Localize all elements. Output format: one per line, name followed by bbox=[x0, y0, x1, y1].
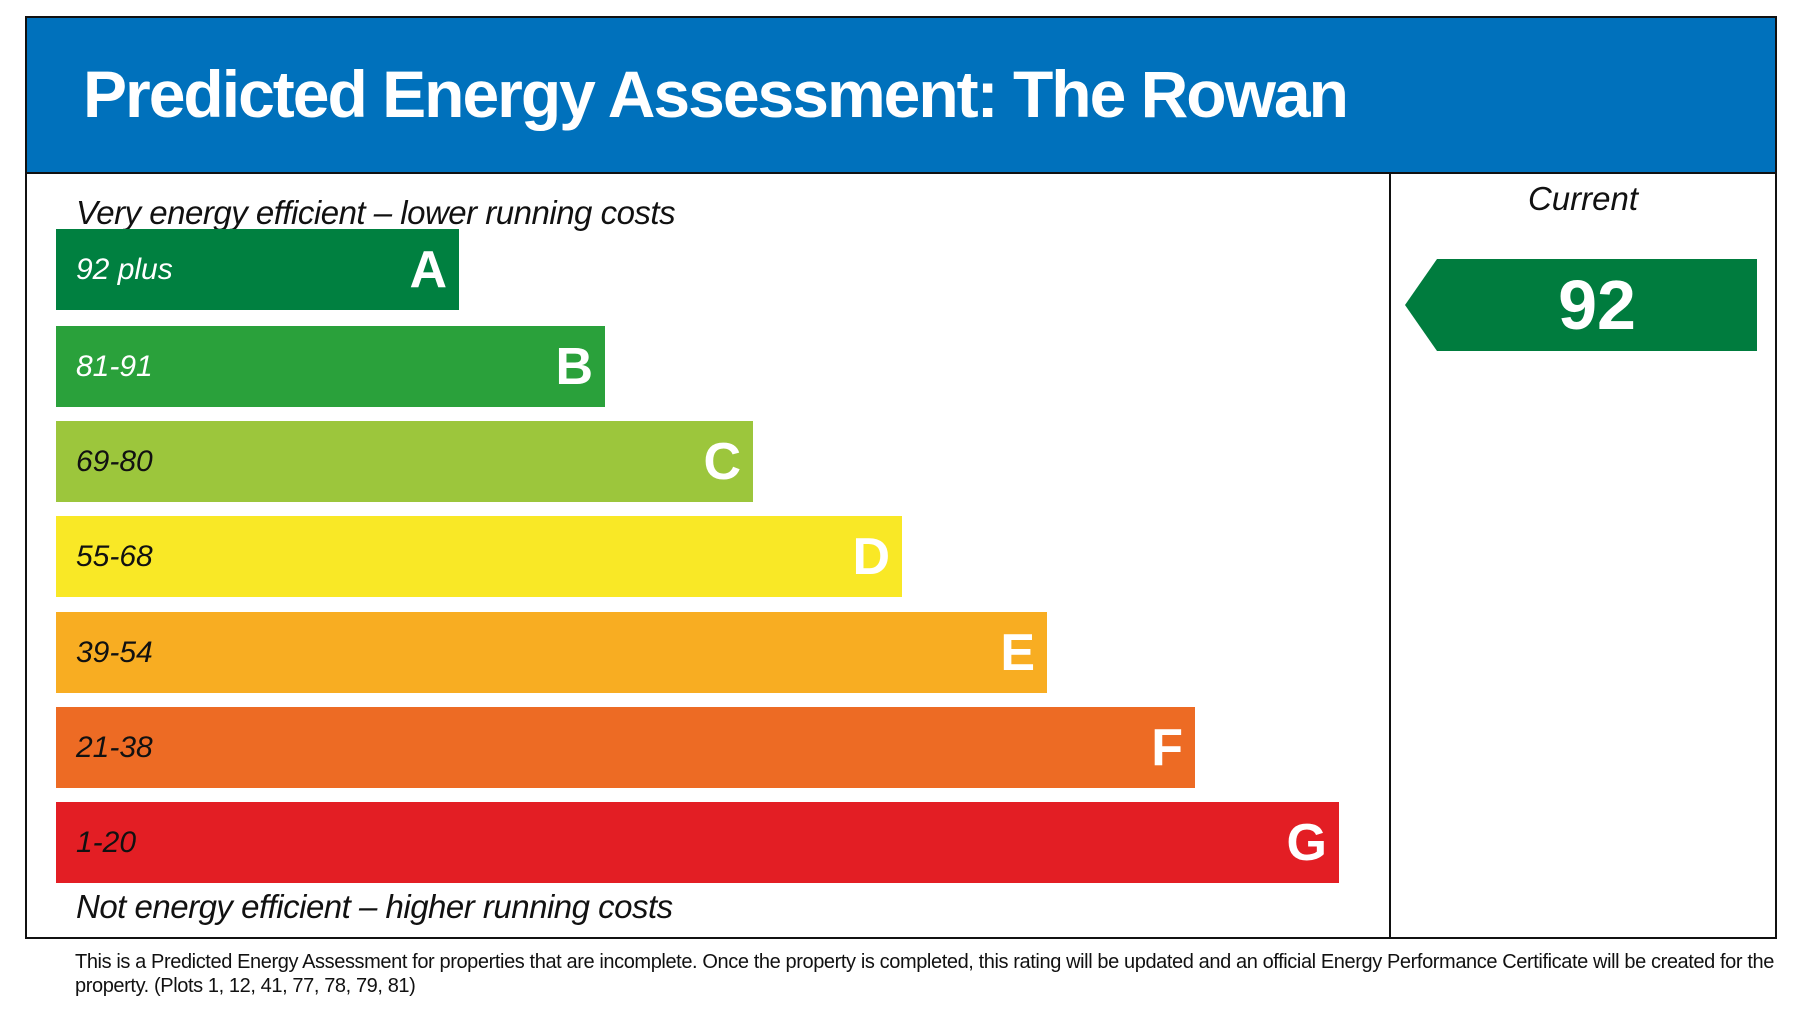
current-label: Current bbox=[1527, 180, 1639, 217]
page-title: Predicted Energy Assessment: The Rowan bbox=[83, 57, 1349, 131]
column-divider bbox=[1389, 174, 1391, 937]
epc-chart: Predicted Energy Assessment: The Rowan V… bbox=[25, 16, 1777, 939]
bar-letter: B bbox=[555, 337, 593, 396]
bar-a: 92 plus A bbox=[56, 229, 459, 310]
current-rating-arrow: 92 bbox=[1405, 259, 1757, 351]
bar-range-label: 21-38 bbox=[76, 730, 153, 764]
bar-e: 39-54 E bbox=[56, 612, 1047, 693]
bar-letter: G bbox=[1286, 813, 1327, 872]
footer-note: This is a Predicted Energy Assessment fo… bbox=[75, 951, 1774, 997]
bar-letter: D bbox=[852, 527, 890, 586]
header: Predicted Energy Assessment: The Rowan bbox=[27, 18, 1775, 174]
bar-range-label: 81-91 bbox=[76, 349, 153, 383]
bottom-label: Not energy efficient – higher running co… bbox=[76, 888, 673, 925]
current-rating-value: 92 bbox=[1558, 266, 1636, 344]
bar-letter: C bbox=[703, 432, 741, 491]
bar-range-label: 39-54 bbox=[76, 635, 153, 669]
bar-letter: A bbox=[409, 240, 447, 299]
bar-letter: F bbox=[1151, 718, 1183, 777]
bar-letter: E bbox=[1000, 623, 1035, 682]
top-label: Very energy efficient – lower running co… bbox=[76, 194, 676, 231]
bar-b: 81-91 B bbox=[56, 326, 605, 407]
bar-c: 69-80 C bbox=[56, 421, 753, 502]
arrow-shape bbox=[1405, 259, 1757, 351]
bar-range-label: 69-80 bbox=[76, 444, 153, 478]
bar-range-label: 1-20 bbox=[76, 825, 137, 859]
bar-g: 1-20 G bbox=[56, 802, 1339, 883]
bar-d: 55-68 D bbox=[56, 516, 902, 597]
bar-range-label: 55-68 bbox=[76, 539, 153, 573]
bar-f: 21-38 F bbox=[56, 707, 1195, 788]
bar-range-label: 92 plus bbox=[76, 252, 173, 286]
